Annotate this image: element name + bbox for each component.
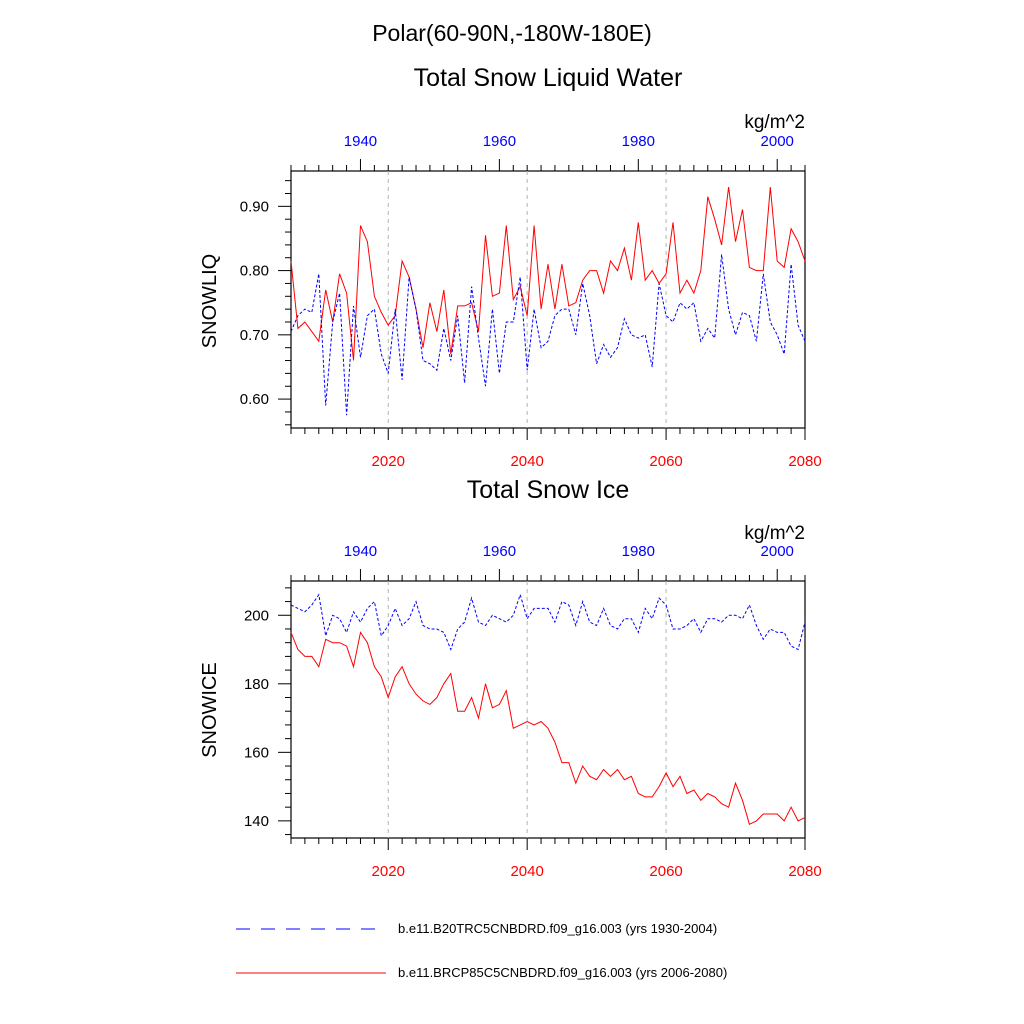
snowice-chart-title: Total Snow Ice [467,476,630,504]
snowice-historical-series-line [290,593,806,651]
snowice-top-tick-label: 1960 [483,543,516,560]
legend-historical-label: b.e11.B20TRC5CNBDRD.f09_g16.003 (yrs 193… [398,921,717,936]
snowliq-future-series-line [290,187,806,361]
snowliq-y-tick-label: 0.60 [240,391,269,408]
snowliq-y-axis-label: SNOWLIQ [199,254,221,348]
snowice-future-series-line [290,631,806,826]
snowice-x-tick-label: 2020 [372,863,405,880]
snowliq-y-tick-label: 0.90 [240,198,269,215]
snowice-top-tick-label: 1980 [622,543,655,560]
snowice-x-tick-label: 2060 [649,863,682,880]
snowliq-plot-frame [290,170,806,429]
snowice-y-tick-label: 160 [244,744,269,761]
snowliq-top-tick-label: 2000 [761,133,794,150]
snowliq-x-tick-label: 2080 [788,453,821,470]
snowliq-top-tick-label: 1940 [344,133,377,150]
snowliq-top-tick-label: 1980 [622,133,655,150]
snowliq-x-tick-label: 2020 [372,453,405,470]
snowice-y-tick-label: 140 [244,813,269,830]
legend-future-label: b.e11.BRCP85C5CNBDRD.f09_g16.003 (yrs 20… [398,965,727,980]
snowice-plot-frame [290,580,806,839]
snowliq-x-tick-label: 2040 [510,453,543,470]
snowliq-y-tick-label: 0.70 [240,327,269,344]
snowice-y-tick-label: 200 [244,607,269,624]
snowliq-units-label: kg/m^2 [744,112,805,133]
snowliq-top-tick-label: 1960 [483,133,516,150]
snowice-top-tick-label: 2000 [761,543,794,560]
snowliq-x-tick-label: 2060 [649,453,682,470]
snowice-x-tick-label: 2040 [510,863,543,880]
snowice-y-axis-label: SNOWICE [199,662,221,758]
snowice-x-tick-label: 2080 [788,863,821,880]
snowliq-chart-title: Total Snow Liquid Water [414,64,683,92]
snowice-top-tick-label: 1940 [344,543,377,560]
snowliq-historical-series-line [290,254,806,416]
snowliq-y-tick-label: 0.80 [240,263,269,280]
snowice-units-label: kg/m^2 [744,523,805,544]
legend: b.e11.B20TRC5CNBDRD.f09_g16.003 (yrs 193… [236,921,727,980]
snowliq-panel: Total Snow Liquid Water kg/m^2 SNOWLIQ 0… [199,64,822,470]
snowice-y-tick-label: 180 [244,676,269,693]
region-title: Polar(60-90N,-180W-180E) [372,20,652,46]
snowice-panel: Total Snow Ice kg/m^2 SNOWICE 140 160 180 2… [199,476,822,880]
